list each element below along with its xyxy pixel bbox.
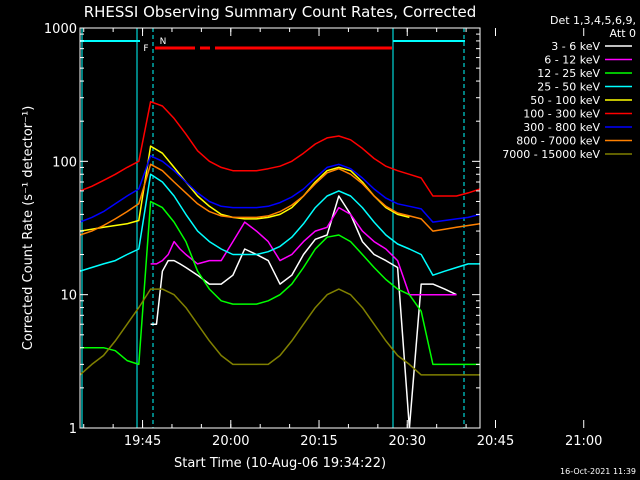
series-line-0	[150, 195, 457, 428]
legend-entry-5: 100 - 300 keV	[523, 108, 600, 121]
legend-entry-3: 25 - 50 keV	[537, 81, 600, 94]
series-line-3	[80, 173, 480, 276]
x-tick-label: 19:45	[124, 434, 161, 449]
series-line-8	[80, 288, 480, 376]
y-tick-label: 100	[52, 155, 77, 170]
y-axis: 1 10 100 1000	[44, 22, 480, 437]
legend-entry-1: 6 - 12 keV	[544, 54, 600, 67]
x-tick-label: 20:15	[300, 434, 337, 449]
series-line-5	[80, 100, 480, 197]
chart-title: RHESSI Observing Summary Count Rates, Co…	[84, 3, 477, 21]
x-tick-label: 20:45	[477, 434, 514, 449]
x-tick-label: 21:00	[565, 434, 602, 449]
y-axis-label: Corrected Count Rate (s⁻¹ detector⁻¹)	[21, 106, 36, 351]
legend-entry-6: 300 - 800 keV	[523, 121, 600, 134]
flag-label-f: F	[143, 44, 148, 54]
series-line-7	[80, 163, 480, 236]
legend-header: Att 0	[610, 27, 636, 40]
x-tick-label: 20:30	[389, 434, 426, 449]
series-line-6	[80, 155, 480, 223]
flag-label-n: N	[160, 37, 167, 47]
x-axis-label: Start Time (10-Aug-06 19:34:22)	[174, 456, 386, 471]
legend-header: Det 1,3,4,5,6,9,	[550, 14, 636, 27]
series-line-4	[80, 145, 410, 232]
y-tick-label: 10	[60, 289, 77, 304]
plot-frame	[79, 27, 481, 429]
legend-entry-7: 800 - 7000 keV	[516, 135, 600, 148]
legend-entry-2: 12 - 25 keV	[537, 67, 600, 80]
plot-area: FN	[80, 28, 480, 428]
y-tick-label: 1000	[44, 22, 77, 37]
y-tick-label: 1	[69, 422, 77, 437]
legend-entry-8: 7000 - 15000 keV	[502, 148, 600, 161]
footer-timestamp: 16-Oct-2021 11:39	[560, 467, 636, 476]
x-tick-label: 20:00	[212, 434, 249, 449]
series-line-1	[150, 206, 457, 296]
x-axis: 19:45 20:00 20:15 20:30 20:45 21:00	[83, 28, 602, 449]
legend-entry-0: 3 - 6 keV	[551, 40, 600, 53]
legend-entry-4: 50 - 100 keV	[530, 94, 600, 107]
series-line-2	[80, 200, 480, 366]
